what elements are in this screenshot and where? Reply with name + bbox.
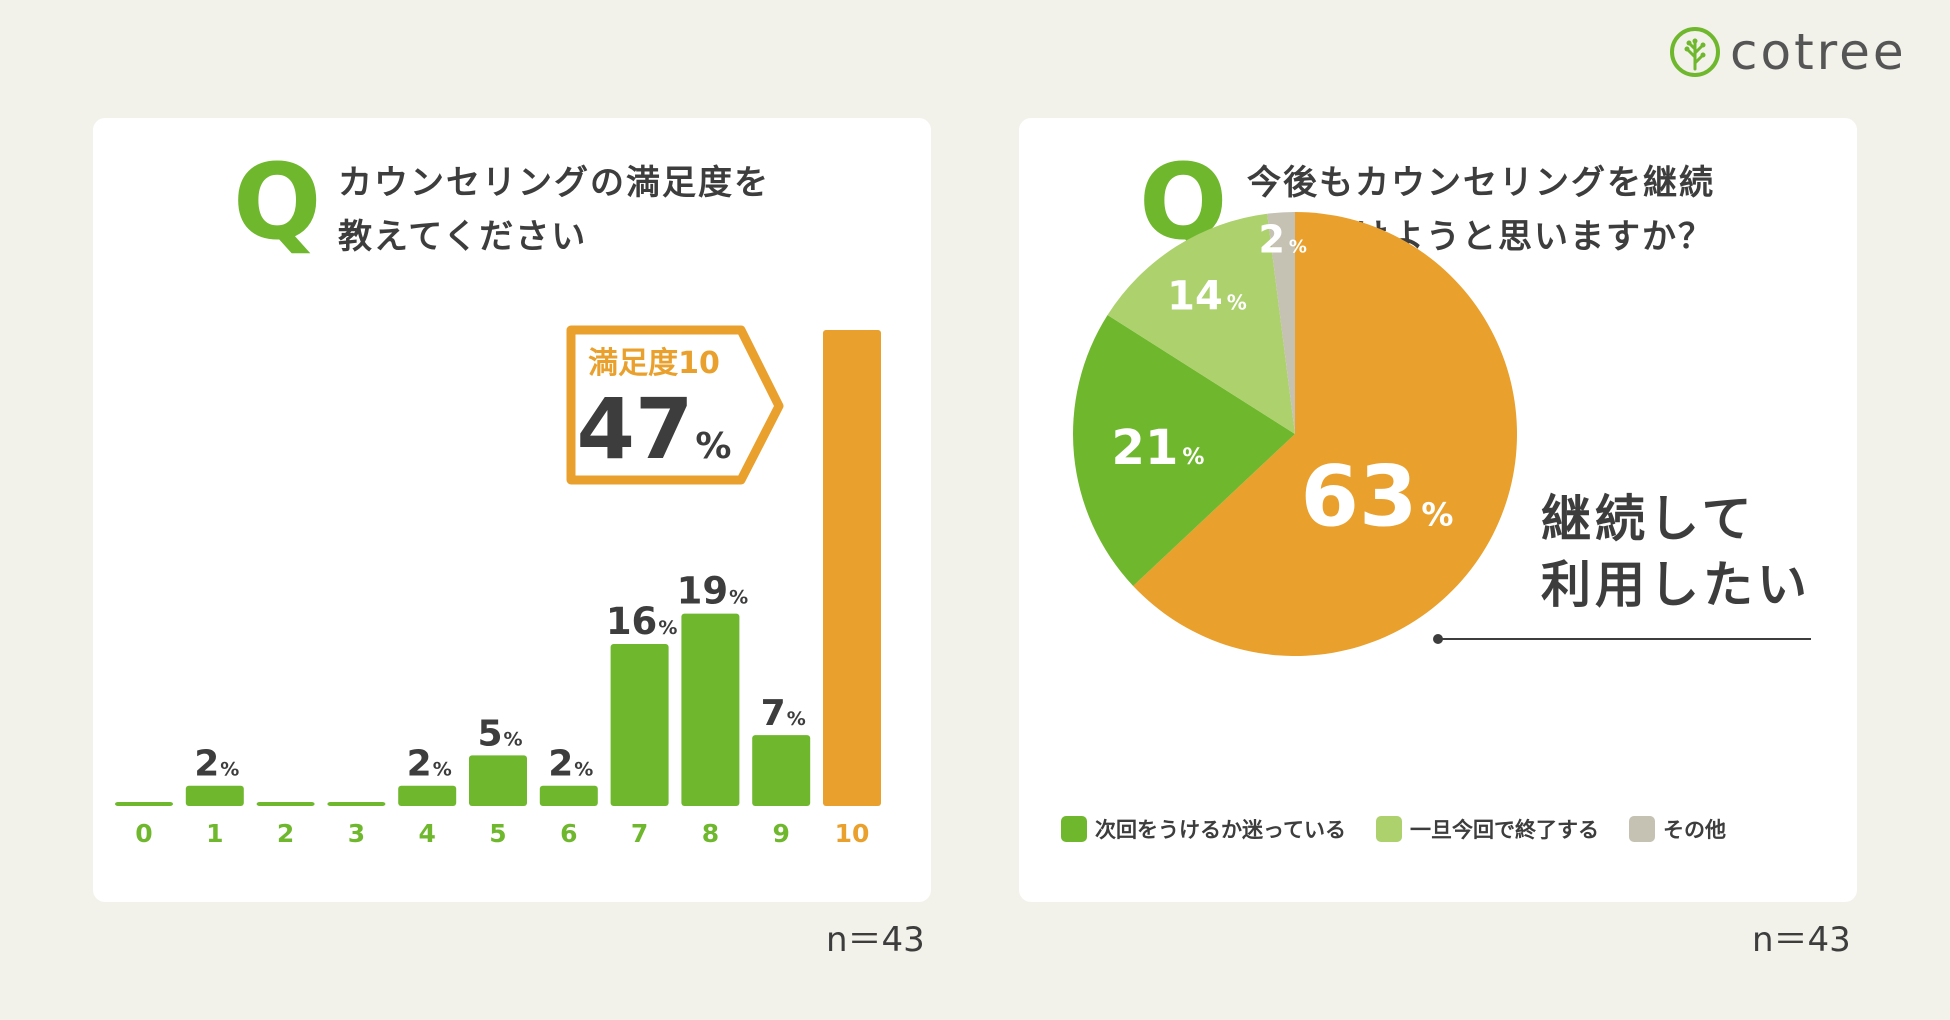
pie-callout-line2: 利用したい [1541, 556, 1811, 614]
bar-3 [327, 802, 386, 806]
pie-value-label-0: 63% [1301, 447, 1454, 545]
legend-swatch [1375, 816, 1402, 842]
value-label-8: 19% [677, 570, 749, 613]
legend-label: 一旦今回で終了する [1409, 818, 1599, 842]
tick-label-9: 9 [772, 819, 789, 848]
legend-swatch [1628, 816, 1655, 842]
pie-slice-0 [1133, 212, 1517, 656]
value-label-7: 16% [606, 600, 678, 643]
continuation-card: Q 今後もカウンセリングを継続 して受けようと思いますか？ 63% 21% 14% 2… [1019, 118, 1857, 902]
question-title: 今後もカウンセリングを継続 して受けようと思いますか？ [1247, 156, 1715, 264]
tick-label-3: 3 [348, 819, 365, 848]
tick-label-7: 7 [631, 819, 648, 848]
tick-label-6: 6 [560, 819, 577, 848]
pie-legend: 次回をうけるか迷っている 一旦今回で終了する その他 [1061, 814, 1726, 844]
bar-1 [185, 785, 244, 806]
tick-label-0: 0 [135, 819, 152, 848]
left-sample-size: n＝43 [826, 920, 925, 960]
right-sample-size: n＝43 [1752, 920, 1851, 960]
tick-label-1: 1 [206, 819, 223, 848]
tree-logo-icon [1670, 27, 1720, 77]
brand-name: cotree [1730, 23, 1907, 81]
bar-7 [610, 643, 669, 806]
legend-swatch [1061, 816, 1087, 842]
callout-label: 満足度10 [588, 346, 720, 381]
bar-5 [469, 755, 527, 806]
tick-label-10: 10 [835, 819, 870, 848]
question-title-line2: 教えてください [338, 217, 588, 257]
legend-item: 次回をうけるか迷っている [1061, 814, 1346, 844]
question-title-line1: 今後もカウンセリングを継続 [1247, 163, 1715, 203]
bar-6 [539, 785, 598, 806]
tick-label-5: 5 [489, 819, 506, 848]
pie-slice-1 [1073, 315, 1295, 586]
pie-value-label-2: 14% [1167, 273, 1247, 319]
callout-box [566, 325, 784, 485]
legend-item: 一旦今回で終了する [1375, 814, 1599, 844]
value-label-6: 2% [548, 744, 593, 785]
brand-logo: cotree [1668, 22, 1907, 82]
value-label-4: 2% [407, 744, 452, 785]
callout-value: 47% [577, 380, 732, 478]
tick-label-4: 4 [418, 819, 435, 848]
pie-chart: 63 % 21 % 14 %2% [1073, 212, 1811, 656]
bar-8 [681, 613, 740, 806]
bar-9 [752, 735, 811, 806]
question-title: カウンセリングの満足度を 教えてください [338, 156, 770, 264]
bar-0 [115, 802, 173, 806]
legend-label: その他 [1662, 818, 1726, 842]
legend-item: その他 [1628, 814, 1726, 844]
value-label-1: 2% [194, 744, 239, 785]
tick-label-2: 2 [277, 819, 294, 848]
legend-label: 次回をうけるか迷っている [1095, 818, 1346, 842]
pie-slice-3 [1267, 212, 1295, 434]
pie-value-label-3: 2% [1258, 217, 1307, 261]
value-label-9: 7% [761, 693, 806, 734]
pie-value-label-1: 21% [1112, 420, 1205, 476]
bar-4 [398, 785, 457, 806]
question-mark-q: Q [233, 141, 322, 263]
satisfaction-card: Q カウンセリングの満足度を 教えてください 0 1 2% 2 3 4 2% 5 5% 6 2% 7 1… [93, 118, 931, 902]
pie-slice-2 [1107, 213, 1295, 434]
bar-2 [256, 802, 315, 806]
pie-callout: 継続して 利用したい [1541, 486, 1811, 618]
tick-label-8: 8 [702, 819, 719, 848]
value-label-5: 5% [477, 713, 522, 754]
question-title-line1: カウンセリングの満足度を [338, 163, 770, 203]
bar-10 [823, 330, 881, 806]
pie-callout-line1: 継続して [1541, 490, 1756, 548]
